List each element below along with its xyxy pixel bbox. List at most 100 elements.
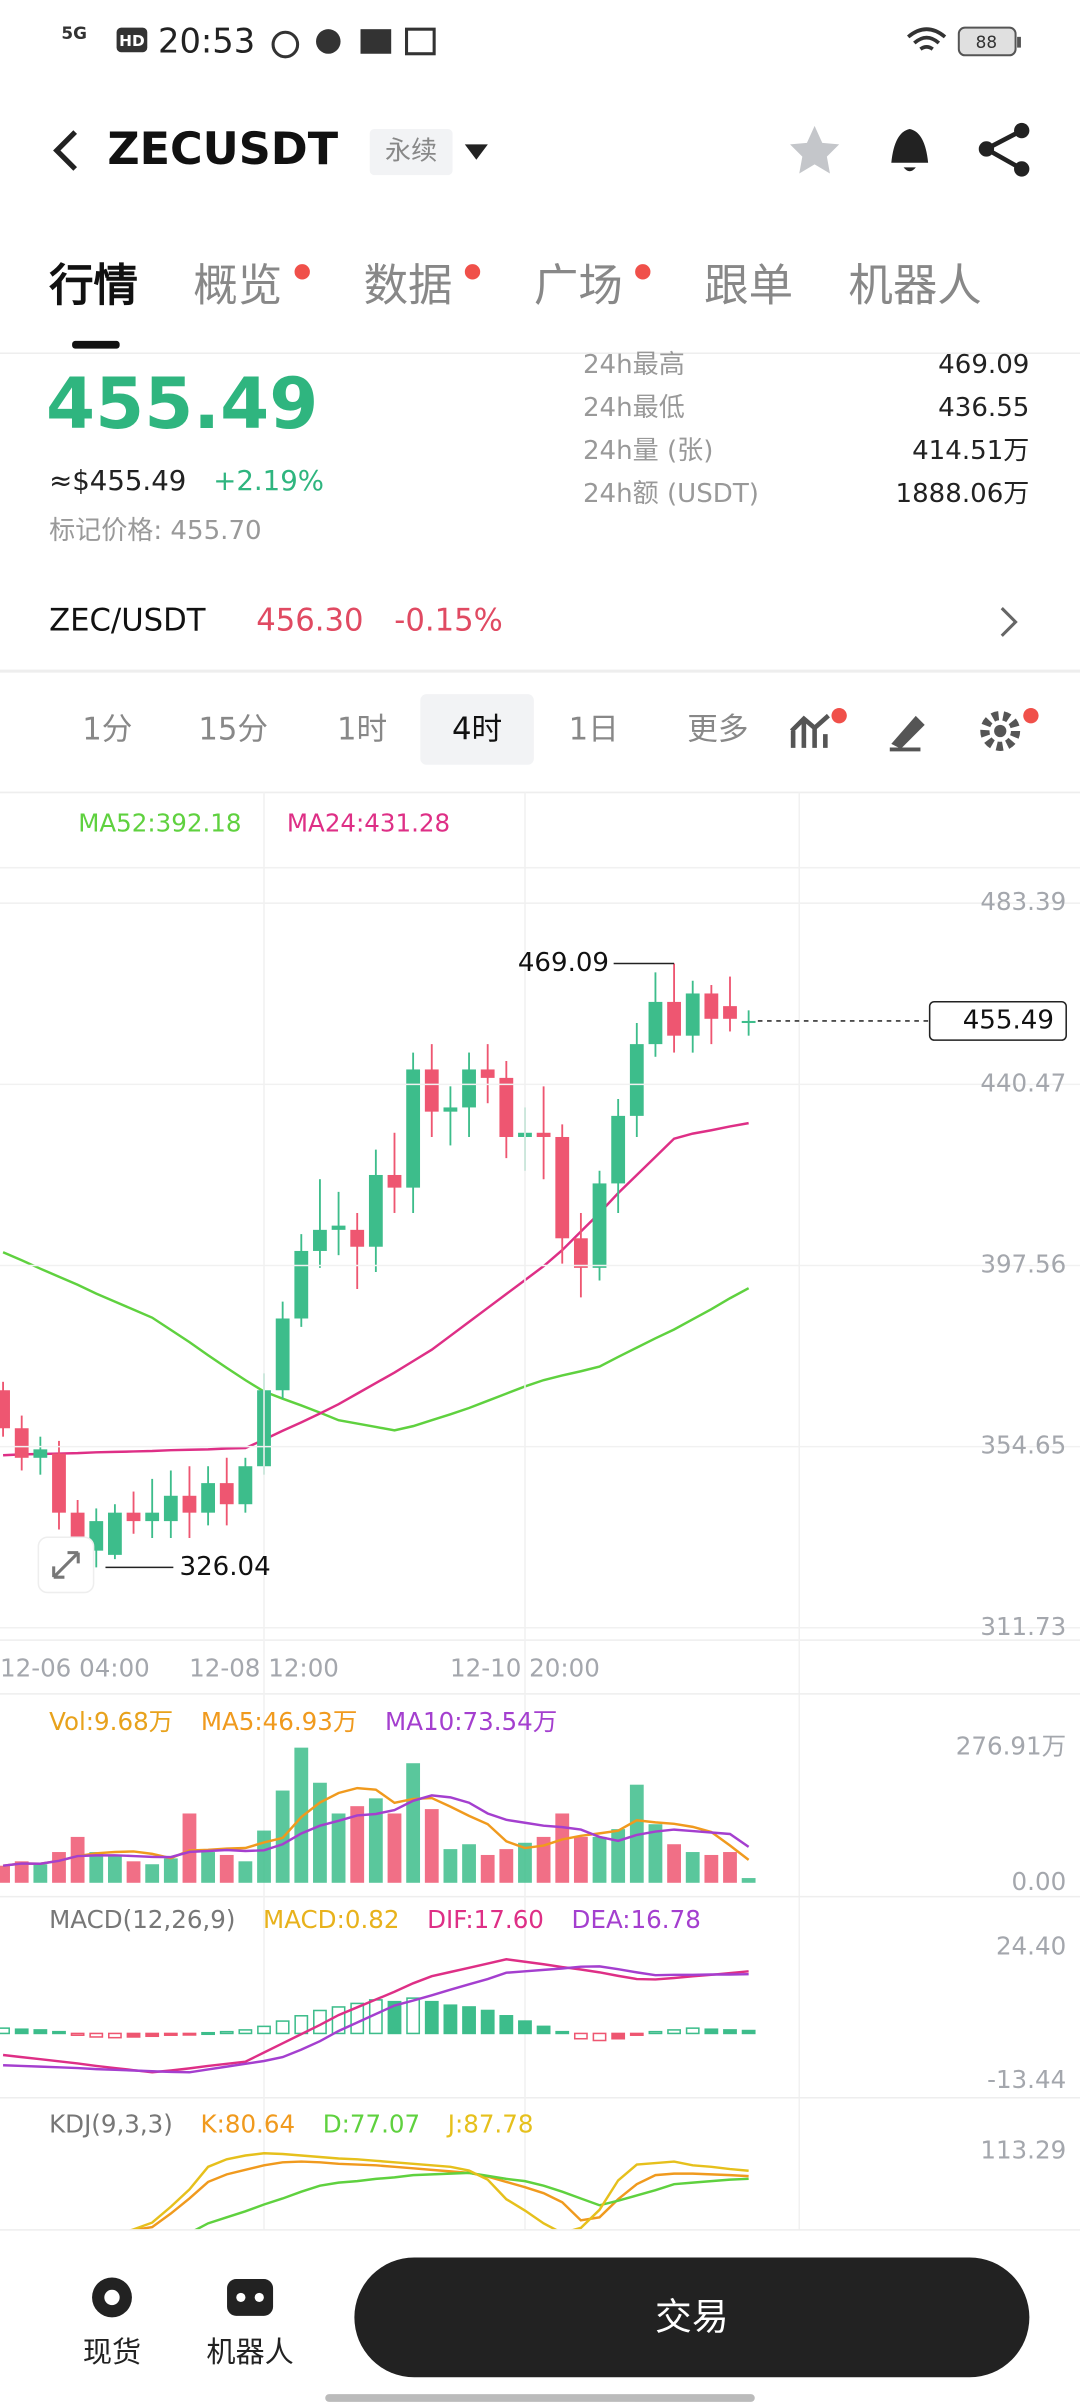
interval[interactable]: 15分 (198, 712, 268, 747)
candle-body (294, 1250, 309, 1319)
tab-bar: 行情 概览 数据 广场 跟单 机器人 (49, 261, 982, 312)
mark-price: 标记价格: 455.70 (49, 516, 262, 546)
tab[interactable]: 数据 (364, 261, 453, 312)
candle-body (573, 1238, 588, 1268)
line (127, 2160, 749, 2230)
volume-bar (685, 1852, 700, 1883)
volume-bar (462, 1844, 476, 1883)
stat-label: 24h量 (张) (583, 436, 713, 466)
tab[interactable]: 概览 (193, 261, 282, 312)
kdj-panel (127, 2152, 749, 2230)
macd-bar (723, 2029, 737, 2035)
candle-body (592, 1183, 607, 1268)
macd-bar (52, 2030, 66, 2035)
volume-bar (648, 1824, 663, 1883)
volume-bar (89, 1852, 104, 1883)
candle-body (536, 1132, 551, 1137)
volume-bar (294, 1747, 309, 1883)
chevron[interactable] (1000, 607, 1018, 637)
app-icon (271, 30, 300, 59)
draw-icon[interactable] (889, 715, 925, 752)
spot-pair[interactable]: ZEC/USDT (49, 603, 206, 638)
candle-body (741, 1020, 756, 1024)
home-indicator (325, 2394, 755, 2402)
interval[interactable]: 1分 (82, 712, 132, 747)
candle-body (33, 1449, 48, 1458)
candle-body (0, 1390, 10, 1429)
candle-body (368, 1174, 383, 1247)
alert-icon[interactable] (891, 129, 929, 172)
candle-body (275, 1318, 290, 1391)
volume-bar (573, 1836, 588, 1883)
robot-icon (236, 2292, 246, 2303)
macd-bar (704, 2028, 719, 2035)
trade-button[interactable] (354, 2257, 1030, 2378)
volume-bar (518, 1842, 532, 1883)
candle-body (182, 1495, 197, 1513)
volume-bar (70, 1836, 85, 1883)
dropdown[interactable] (464, 144, 488, 160)
legend: MA10:73.54万 (385, 1707, 557, 1736)
dot (635, 264, 651, 280)
volume-bar (182, 1813, 197, 1883)
interval[interactable]: 更多 (687, 712, 748, 747)
tab[interactable]: 跟单 (704, 261, 793, 312)
volume-bar (350, 1806, 365, 1883)
volume-bar (126, 1861, 141, 1883)
volume-bar (667, 1844, 681, 1883)
macd-bar (518, 2020, 532, 2035)
interval-active-bg (420, 694, 534, 765)
candle-body (723, 1006, 737, 1019)
tab[interactable]: 行情 (49, 261, 138, 312)
y-tick-label: 397.56 (980, 1249, 1066, 1278)
macd-bar (14, 2028, 29, 2035)
macd-bar (499, 2015, 514, 2035)
macd-bar (648, 2030, 663, 2035)
candle-body (685, 993, 700, 1036)
legend: D:77.07 (323, 2109, 420, 2138)
y-tick-label: 276.91万 (956, 1732, 1066, 1761)
x-tick-label: 12-08 12:00 (189, 1653, 339, 1682)
volume-bar (387, 1813, 402, 1883)
volume-bar (704, 1854, 719, 1883)
candle-body (667, 1001, 681, 1036)
interval[interactable]: 1时 (337, 712, 387, 747)
candle-body (629, 1044, 644, 1116)
indicator-icon[interactable] (789, 713, 830, 748)
battery (957, 26, 1017, 57)
nav-spot[interactable]: 现货 (83, 2335, 141, 2369)
expand-icon (52, 1551, 80, 1579)
volume-bar (368, 1798, 383, 1883)
macd-bar (741, 2029, 756, 2035)
settings-icon (994, 724, 1007, 738)
candle-body (238, 1466, 253, 1505)
dot (294, 264, 310, 280)
volume-bar (443, 1849, 458, 1883)
macd-bar (182, 2032, 197, 2036)
macd-bar (406, 1997, 421, 2035)
volume-bar (592, 1836, 607, 1883)
stat-label: 24h最低 (583, 393, 685, 423)
interval[interactable]: 1日 (569, 712, 619, 747)
tab[interactable]: 机器人 (848, 261, 981, 312)
wifi-icon (907, 27, 947, 51)
candle-body (145, 1512, 160, 1522)
nav-robot[interactable]: 机器人 (206, 2335, 293, 2369)
hd: HD (119, 32, 145, 50)
legend: MA24:431.28 (287, 809, 450, 838)
app-icon (316, 29, 341, 54)
settings-icon[interactable] (980, 711, 1021, 751)
favorite-icon[interactable] (790, 125, 840, 174)
back-button[interactable] (53, 130, 78, 171)
interval[interactable]: 4时 (452, 712, 502, 747)
volume-bar (163, 1858, 178, 1883)
macd-bar (480, 2009, 495, 2035)
tab[interactable]: 广场 (534, 261, 623, 312)
dot (464, 264, 481, 280)
macd-bar (573, 2032, 588, 2040)
share-icon (985, 128, 1023, 171)
robot-icon (227, 2279, 274, 2316)
macd-bar (387, 2000, 402, 2035)
macd-bar (275, 2020, 290, 2035)
